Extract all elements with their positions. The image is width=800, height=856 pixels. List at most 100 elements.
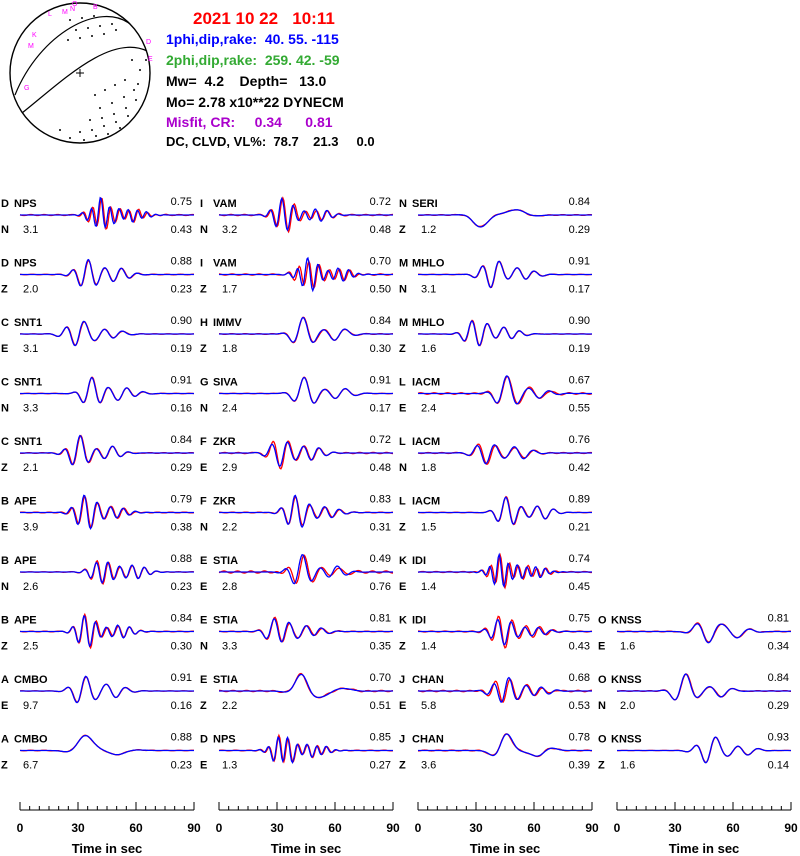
trace-component: E (200, 760, 207, 772)
trace-network-code: E (200, 555, 207, 567)
trace-variance-reduction: 0.91 (171, 375, 192, 387)
trace-station-name: ZKR (213, 436, 236, 448)
misfit-value: 0.34 (254, 114, 282, 130)
trace-amplitude: 0.21 (569, 522, 590, 534)
trace-station-name: SNT1 (14, 377, 42, 389)
nodal-plane-2-curve (21, 46, 148, 114)
synthetic-waveform (219, 256, 393, 293)
trace-time-shift: 3.1 (23, 224, 38, 236)
trace-station-name: CMBO (14, 674, 48, 686)
trace-panel: L IACM N 1.8 0.76 0.42 (399, 434, 593, 474)
synthetic-waveform (20, 376, 194, 404)
trace-amplitude: 0.30 (171, 641, 192, 653)
trace-time-shift: 2.1 (23, 462, 38, 474)
trace-variance-reduction: 0.88 (171, 553, 192, 565)
trace-network-code: D (200, 734, 208, 746)
synthetic-waveform (20, 196, 194, 230)
trace-network-code: C (1, 377, 9, 389)
trace-component: Z (1, 760, 8, 772)
trace-component: Z (399, 343, 406, 355)
trace-panel: E STIA E 2.8 0.49 0.76 (200, 553, 394, 593)
trace-variance-reduction: 0.67 (569, 375, 590, 387)
synthetic-waveform (219, 553, 393, 585)
tick-label: 90 (386, 821, 400, 835)
synthetic-waveform (20, 320, 194, 347)
trace-component: Z (200, 284, 207, 296)
tick-label: 60 (129, 821, 143, 835)
mo-text: Mo= 2.78 x10**22 DYNECM (166, 94, 344, 110)
trace-amplitude: 0.23 (171, 760, 192, 772)
clvd-value: 21.3 (313, 134, 339, 149)
beachball-dot (111, 23, 113, 25)
observed-waveform (417, 733, 593, 758)
trace-amplitude: 0.19 (569, 343, 590, 355)
plane2-label: 2phi,dip,rake: (166, 52, 258, 68)
trace-amplitude: 0.53 (569, 700, 590, 712)
trace-network-code: F (200, 496, 207, 508)
event-date: 2021 10 22 (193, 9, 279, 28)
mw-value: 4.2 (204, 73, 224, 89)
trace-variance-reduction: 0.84 (171, 434, 192, 446)
trace-time-shift: 1.3 (222, 760, 237, 772)
synthetic-waveform (219, 617, 393, 643)
trace-station-name: NPS (14, 258, 37, 270)
time-axes: 0 30 60 90 Time in sec 0 30 60 90 Time in sec 0 30 6… (17, 802, 798, 856)
trace-variance-reduction: 0.72 (370, 196, 391, 208)
trace-network-code: C (1, 436, 9, 448)
trace-time-shift: 2.2 (222, 522, 237, 534)
trace-variance-reduction: 0.49 (370, 553, 391, 565)
trace-time-shift: 2.9 (222, 462, 237, 474)
trace-network-code: J (399, 674, 405, 686)
trace-time-shift: 1.4 (421, 581, 436, 593)
trace-network-code: N (399, 198, 407, 210)
trace-panel: D NPS E 1.3 0.85 0.27 (200, 732, 394, 772)
trace-network-code: F (200, 436, 207, 448)
synthetic-waveform (617, 623, 791, 644)
trace-station-name: CHAN (412, 674, 444, 686)
beachball-dot (127, 115, 129, 117)
time-axis: 0 30 60 90 Time in sec (415, 802, 599, 856)
tick-label: 0 (17, 821, 24, 835)
trace-panel: E STIA N 3.3 0.81 0.35 (200, 613, 394, 653)
beachball-station-label: E (148, 56, 153, 63)
trace-time-shift: 2.0 (620, 700, 635, 712)
trace-amplitude: 0.30 (370, 343, 391, 355)
trace-network-code: G (200, 377, 209, 389)
synthetic-waveform (20, 258, 194, 287)
trace-station-name: APE (14, 615, 37, 627)
trace-variance-reduction: 0.88 (171, 732, 192, 744)
beachball-dot (123, 96, 125, 98)
synthetic-waveform (20, 434, 194, 466)
synthetic-waveform (219, 673, 393, 699)
synthetic-waveform (418, 676, 592, 703)
nodal-plane-2: 2phi,dip,rake: 259. 42. -59 (166, 52, 340, 68)
synthetic-waveform (418, 552, 592, 588)
trace-component: Z (1, 284, 8, 296)
tick-label: 30 (469, 821, 483, 835)
trace-panel: O KNSS Z 1.6 0.93 0.14 (598, 732, 792, 772)
trace-station-name: IACM (412, 377, 440, 389)
synthetic-waveform (418, 320, 592, 347)
trace-network-code: K (399, 555, 407, 567)
trace-variance-reduction: 0.91 (569, 256, 590, 268)
trace-panel: J CHAN Z 3.6 0.78 0.39 (399, 732, 593, 772)
trace-panel: D NPS N 3.1 0.75 0.43 (1, 196, 195, 236)
trace-component: E (399, 403, 406, 415)
beachball-dot (115, 121, 117, 123)
trace-amplitude: 0.29 (171, 462, 192, 474)
trace-network-code: O (598, 674, 607, 686)
beachball-dot (137, 83, 139, 85)
beachball-dot (75, 29, 77, 31)
trace-network-code: D (1, 258, 9, 270)
trace-station-name: SNT1 (14, 436, 42, 448)
plane1-label: 1phi,dip,rake: (166, 31, 258, 47)
trace-station-name: SERI (412, 198, 438, 210)
trace-amplitude: 0.16 (171, 700, 192, 712)
trace-time-shift: 6.7 (23, 760, 38, 772)
tick-label: 90 (784, 821, 798, 835)
trace-amplitude: 0.48 (370, 462, 391, 474)
mw-label: Mw= (166, 73, 197, 89)
trace-variance-reduction: 0.89 (569, 494, 590, 506)
trace-station-name: KNSS (611, 734, 642, 746)
trace-station-name: SIVA (213, 377, 238, 389)
